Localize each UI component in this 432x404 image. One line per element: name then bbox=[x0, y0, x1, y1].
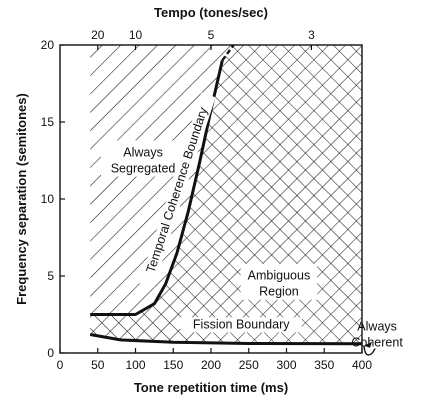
x-tick-label: 50 bbox=[91, 358, 105, 372]
top-tick-label: 3 bbox=[308, 28, 315, 42]
x-tick-label: 300 bbox=[276, 358, 296, 372]
y-tick-label: 0 bbox=[47, 346, 54, 360]
region-label-text: Region bbox=[259, 285, 299, 299]
x-axis-title: Tone repetition time (ms) bbox=[134, 380, 288, 395]
boundary-annotation-background bbox=[180, 317, 302, 333]
region-label-background bbox=[240, 263, 318, 300]
region-label-0: Always Segregated bbox=[101, 140, 186, 177]
top-tick-label: 10 bbox=[129, 28, 143, 42]
region-label-text: Coherent bbox=[351, 336, 403, 350]
top-tick-label: 5 bbox=[208, 28, 215, 42]
y-tick-label: 15 bbox=[41, 115, 55, 129]
top-axis-title: Tempo (tones/sec) bbox=[154, 5, 268, 20]
boundary-annotation-background bbox=[139, 92, 216, 288]
x-tick-label: 150 bbox=[163, 358, 183, 372]
x-tick-label: 200 bbox=[201, 358, 221, 372]
y-tick-label: 10 bbox=[41, 192, 55, 206]
regions bbox=[90, 45, 362, 344]
region-label-1: Ambiguous Region bbox=[240, 263, 318, 300]
x-tick-label: 100 bbox=[125, 358, 145, 372]
x-tick-label: 0 bbox=[57, 358, 64, 372]
y-tick-label: 5 bbox=[47, 269, 54, 283]
region-label-text: Always bbox=[357, 320, 397, 334]
top-tick-label: 20 bbox=[91, 28, 105, 42]
y-axis-title: Frequency separation (semitones) bbox=[14, 93, 29, 305]
always-coherent-arrow bbox=[363, 345, 376, 356]
y-tick-label: 20 bbox=[41, 38, 55, 52]
region-label-background bbox=[101, 140, 186, 177]
temporal-coherence-boundary-line bbox=[90, 60, 224, 316]
temporal-coherence-boundary-dashed bbox=[221, 44, 235, 62]
boundary-annotation-1: Fission Boundary bbox=[180, 317, 302, 333]
region-label-text: Always bbox=[123, 146, 163, 160]
x-tick-label: 350 bbox=[314, 358, 334, 372]
x-tick-label: 400 bbox=[352, 358, 372, 372]
x-tick-label: 250 bbox=[239, 358, 259, 372]
boundary-annotation-text: Fission Boundary bbox=[193, 317, 290, 331]
always-coherent-arrowhead bbox=[364, 341, 372, 348]
region-label-text: Segregated bbox=[111, 162, 176, 176]
fission-boundary-line bbox=[89, 333, 363, 346]
region-label-text: Ambiguous bbox=[248, 269, 311, 283]
